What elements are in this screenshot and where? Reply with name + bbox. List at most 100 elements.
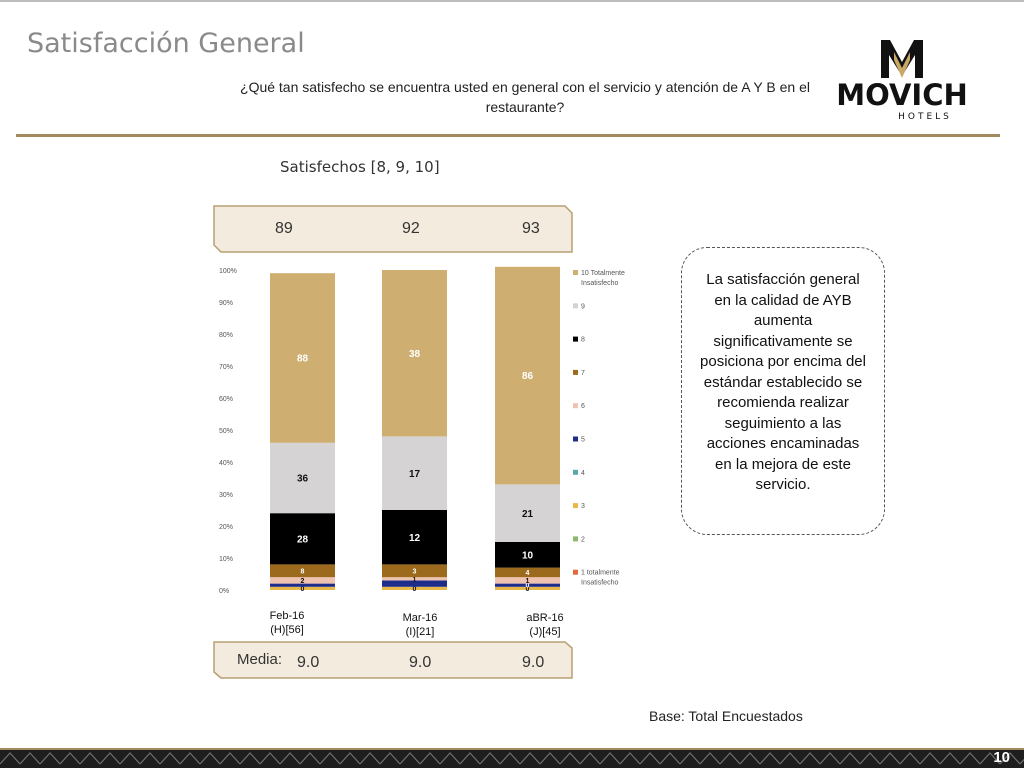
data-label: 4 (526, 570, 530, 577)
satisfied-value: 92 (402, 220, 420, 237)
bar-segment (382, 580, 447, 587)
footer-zigzag (699, 752, 721, 765)
bar-segment (382, 577, 447, 581)
footer-zigzag (719, 752, 741, 765)
bar-segment (495, 266, 560, 485)
legend-swatch (573, 303, 578, 309)
bar-segment (382, 564, 447, 578)
page-number: 10 (993, 749, 1010, 766)
data-label: 3 (413, 568, 417, 575)
bar-segment (495, 577, 560, 584)
legend-swatch (573, 403, 578, 409)
legend-label: 8 (581, 337, 585, 344)
legend-label: 5 (581, 437, 585, 444)
footer-zigzag (339, 752, 361, 765)
data-label: 8 (301, 568, 305, 575)
media-value: 9.0 (409, 654, 432, 671)
y-tick-label: 100% (219, 268, 237, 275)
data-label: 2 (301, 578, 305, 585)
footer-zigzag (739, 752, 761, 765)
y-tick-label: 70% (219, 364, 233, 371)
data-label: 10 (522, 550, 534, 561)
footer-zigzag (279, 752, 301, 765)
satisfied-value: 93 (522, 220, 540, 237)
legend-label: 7 (581, 370, 585, 377)
legend-label: 9 (581, 303, 585, 310)
bar-segment (270, 442, 335, 514)
bar-segment (382, 510, 447, 565)
bar-segment (495, 484, 560, 542)
legend-label: 2 (581, 536, 585, 543)
y-tick-label: 60% (219, 396, 233, 403)
footer-zigzag (559, 752, 581, 765)
stacked-bar-chart: 0%10%20%30%40%50%60%70%80%90%100%0282836… (219, 266, 625, 595)
legend-swatch (573, 536, 578, 542)
satisfied-value: 89 (275, 220, 293, 237)
footer-zigzag (79, 752, 101, 765)
footer-zigzag (859, 752, 881, 765)
footer-zigzag (999, 752, 1021, 765)
legend-swatch (573, 569, 578, 575)
data-label: 12 (409, 533, 421, 544)
bar-segment (382, 586, 447, 590)
footer-zigzag (599, 752, 621, 765)
footer-zigzag (399, 752, 421, 765)
bar-segment (495, 586, 560, 590)
media-value: 9.0 (297, 654, 320, 671)
legend-label: Insatisfecho (581, 580, 618, 587)
y-tick-label: 20% (219, 524, 233, 531)
logo-wordmark: MOVICH (836, 78, 968, 112)
footer-pattern (0, 748, 1024, 768)
data-label: 1 (526, 578, 530, 585)
data-label: 86 (522, 371, 534, 382)
footer-zigzag (579, 752, 601, 765)
bar-segment (495, 583, 560, 587)
legend-label: Insatisfecho (581, 280, 618, 287)
legend-swatch (573, 503, 578, 509)
footer-zigzag (99, 752, 121, 765)
bar-segment (270, 513, 335, 565)
footer-zigzag (639, 752, 661, 765)
footer-zigzag (939, 752, 961, 765)
footer-zigzag (1019, 758, 1024, 765)
footer-zigzag (299, 752, 321, 765)
y-tick-label: 80% (219, 332, 233, 339)
footer-zigzag (919, 752, 941, 765)
footer-zigzag (659, 752, 681, 765)
logo-subtext: HOTELS (898, 112, 952, 122)
x-category-label: Mar-16 (I)[21] (402, 612, 438, 638)
legend-swatch (573, 270, 578, 275)
footer-zigzag (779, 752, 801, 765)
bar-segment (382, 436, 447, 510)
footer-zigzag (259, 752, 281, 765)
data-label: 0 (526, 583, 530, 590)
legend-label: 1 totalmente (581, 570, 620, 577)
slide-title: Satisfacción General (27, 28, 305, 59)
legend-swatch (573, 336, 578, 342)
bar-segment (382, 270, 447, 437)
data-label: 88 (297, 354, 309, 365)
movich-logo: MOVICH HOTELS (836, 40, 968, 122)
legend-label: 4 (581, 470, 585, 477)
data-label: 28 (297, 534, 309, 545)
legend-swatch (573, 369, 578, 375)
footer-zigzag (219, 752, 241, 765)
y-tick-label: 40% (219, 460, 233, 467)
footer-zigzag (459, 752, 481, 765)
bar-segment (270, 577, 335, 584)
footer-zigzag (359, 752, 381, 765)
bar-segment (270, 583, 335, 587)
footer-zigzag (419, 752, 441, 765)
footer-zigzag (59, 752, 81, 765)
footer-zigzag (0, 752, 21, 765)
bar-segment (495, 542, 560, 568)
legend-label: 3 (581, 503, 585, 510)
y-tick-label: 10% (219, 556, 233, 563)
legend-swatch (573, 436, 578, 442)
footer-zigzag (499, 752, 521, 765)
footer-zigzag (439, 752, 461, 765)
footer-zigzag (239, 752, 261, 765)
footer-zigzag (119, 752, 141, 765)
footer-zigzag (199, 752, 221, 765)
footer-zigzag (799, 752, 821, 765)
